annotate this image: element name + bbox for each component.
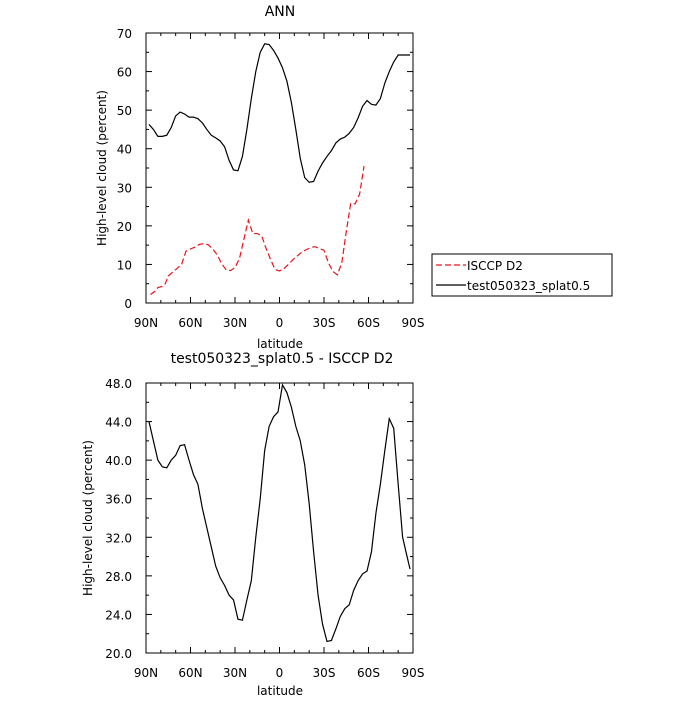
bottom-x-tick-label: 60N [178, 666, 202, 680]
top-y-tick-labels: 0 10 20 30 40 50 60 70 [117, 27, 132, 311]
bottom-y-tick-label: 44.0 [105, 416, 132, 430]
legend: ISCCP D2 test050323_splat0.5 [431, 253, 613, 297]
top-plot-frame [145, 32, 414, 304]
top-x-axis-label: latitude [257, 337, 303, 351]
bottom-x-tick-label: 90N [134, 666, 158, 680]
top-y-tick-label: 0 [124, 297, 132, 311]
bottom-x-tick-label: 30N [223, 666, 247, 680]
legend-label-isccp: ISCCP D2 [467, 259, 523, 273]
top-x-tick-labels: 90N 60N 30N 0 30S 60S 90S [134, 316, 425, 330]
top-y-tick-label: 50 [117, 104, 132, 118]
bottom-x-tick-label: 0 [276, 666, 284, 680]
bottom-panel: test050323_splat0.5 - ISCCP D2 90N 60N 30N… [81, 351, 424, 698]
bottom-panel-title: test050323_splat0.5 - ISCCP D2 [171, 351, 394, 367]
top-x-tick-label: 0 [276, 316, 284, 330]
bottom-y-tick-label: 28.0 [105, 570, 132, 584]
bottom-y-tick-labels: 20.0 24.0 28.0 32.0 36.0 40.0 44.0 48.0 [105, 377, 132, 661]
bottom-x-tick-labels: 90N 60N 30N 0 30S 60S 90S [134, 666, 425, 680]
top-series-line-0 [150, 165, 365, 296]
bottom-y-axis-label: High-level cloud (percent) [81, 440, 95, 596]
bottom-x-tick-label: 60S [357, 666, 380, 680]
top-series-lines [148, 43, 411, 296]
top-y-tick-label: 70 [117, 27, 132, 41]
bottom-series-lines [148, 383, 411, 643]
bottom-y-tick-label: 32.0 [105, 531, 132, 545]
bottom-y-tick-label: 40.0 [105, 454, 132, 468]
bottom-y-tick-label: 20.0 [105, 647, 132, 661]
top-panel: ANN 90N 60N 30N 0 30S 60S 90S 010203040506070 … [95, 4, 424, 351]
top-x-tick-label: 90N [134, 316, 158, 330]
top-x-tick-label: 90S [402, 316, 425, 330]
top-panel-title: ANN [265, 4, 296, 20]
top-x-tick-label: 30N [223, 316, 247, 330]
bottom-y-tick-label: 48.0 [105, 377, 132, 391]
top-y-axis-label: High-level cloud (percent) [95, 90, 109, 246]
top-y-tick-label: 10 [117, 258, 132, 272]
bottom-x-tick-label: 90S [402, 666, 425, 680]
bottom-y-tick-label: 24.0 [105, 608, 132, 622]
legend-label-test: test050323_splat0.5 [467, 279, 590, 293]
legend-box [431, 253, 613, 297]
bottom-plot-frame [145, 382, 414, 654]
top-y-tick-label: 20 [117, 220, 132, 234]
bottom-series-line-0 [148, 383, 411, 643]
top-y-tick-label: 60 [117, 66, 132, 80]
top-x-tick-label: 30S [313, 316, 336, 330]
top-panel-ticks [145, 32, 414, 304]
top-x-tick-label: 60S [357, 316, 380, 330]
bottom-y-tick-label: 36.0 [105, 493, 132, 507]
top-y-tick-label: 30 [117, 181, 132, 195]
top-x-tick-label: 60N [178, 316, 202, 330]
bottom-x-axis-label: latitude [257, 684, 303, 698]
bottom-panel-ticks [145, 382, 414, 654]
bottom-x-tick-label: 30S [313, 666, 336, 680]
top-y-tick-label: 40 [117, 143, 132, 157]
top-series-line-1 [148, 43, 411, 183]
